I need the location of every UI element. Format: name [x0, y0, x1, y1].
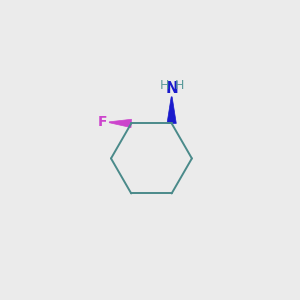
Polygon shape	[109, 119, 131, 128]
Text: F: F	[98, 115, 107, 129]
Text: N: N	[165, 81, 178, 96]
Text: H: H	[174, 79, 184, 92]
Text: H: H	[160, 79, 169, 92]
Polygon shape	[167, 97, 176, 123]
